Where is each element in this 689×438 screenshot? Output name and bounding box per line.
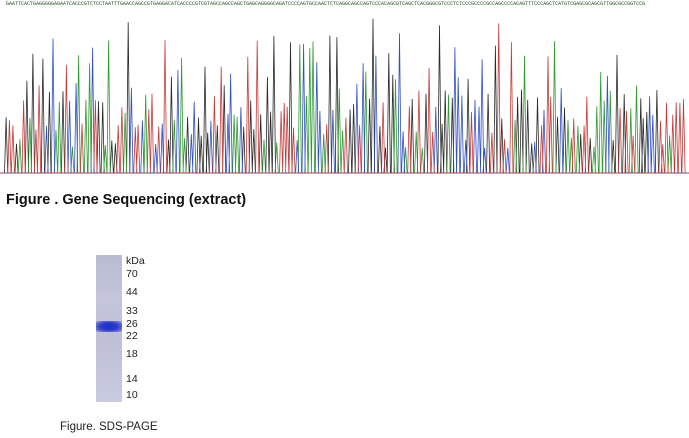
marker-label: 26 (126, 318, 138, 330)
kda-label: kDa (126, 255, 145, 267)
trace-line (0, 18, 689, 174)
sequencing-chromatogram: GAATTCACTGAGGGGGAGAATCACCCGTCTCCTAATTTGA… (0, 0, 689, 178)
gel-lane (96, 255, 122, 402)
marker-label: 70 (126, 268, 138, 280)
marker-label: 14 (126, 373, 138, 385)
trace-line (0, 23, 689, 174)
marker-label: 22 (126, 330, 138, 342)
marker-label: 33 (126, 305, 138, 317)
figure-caption-sequencing: Figure . Gene Sequencing (extract) (6, 192, 247, 208)
marker-label: 18 (126, 348, 138, 360)
figure-caption-sds-page: Figure. SDS-PAGE (60, 421, 158, 433)
chromatogram-trace (0, 18, 689, 174)
protein-band (96, 321, 122, 332)
marker-label: 44 (126, 286, 138, 298)
sequence-text: GAATTCACTGAGGGGGAGAATCACCCGTCTCCTAATTTGA… (6, 1, 646, 7)
marker-label: 10 (126, 389, 138, 401)
